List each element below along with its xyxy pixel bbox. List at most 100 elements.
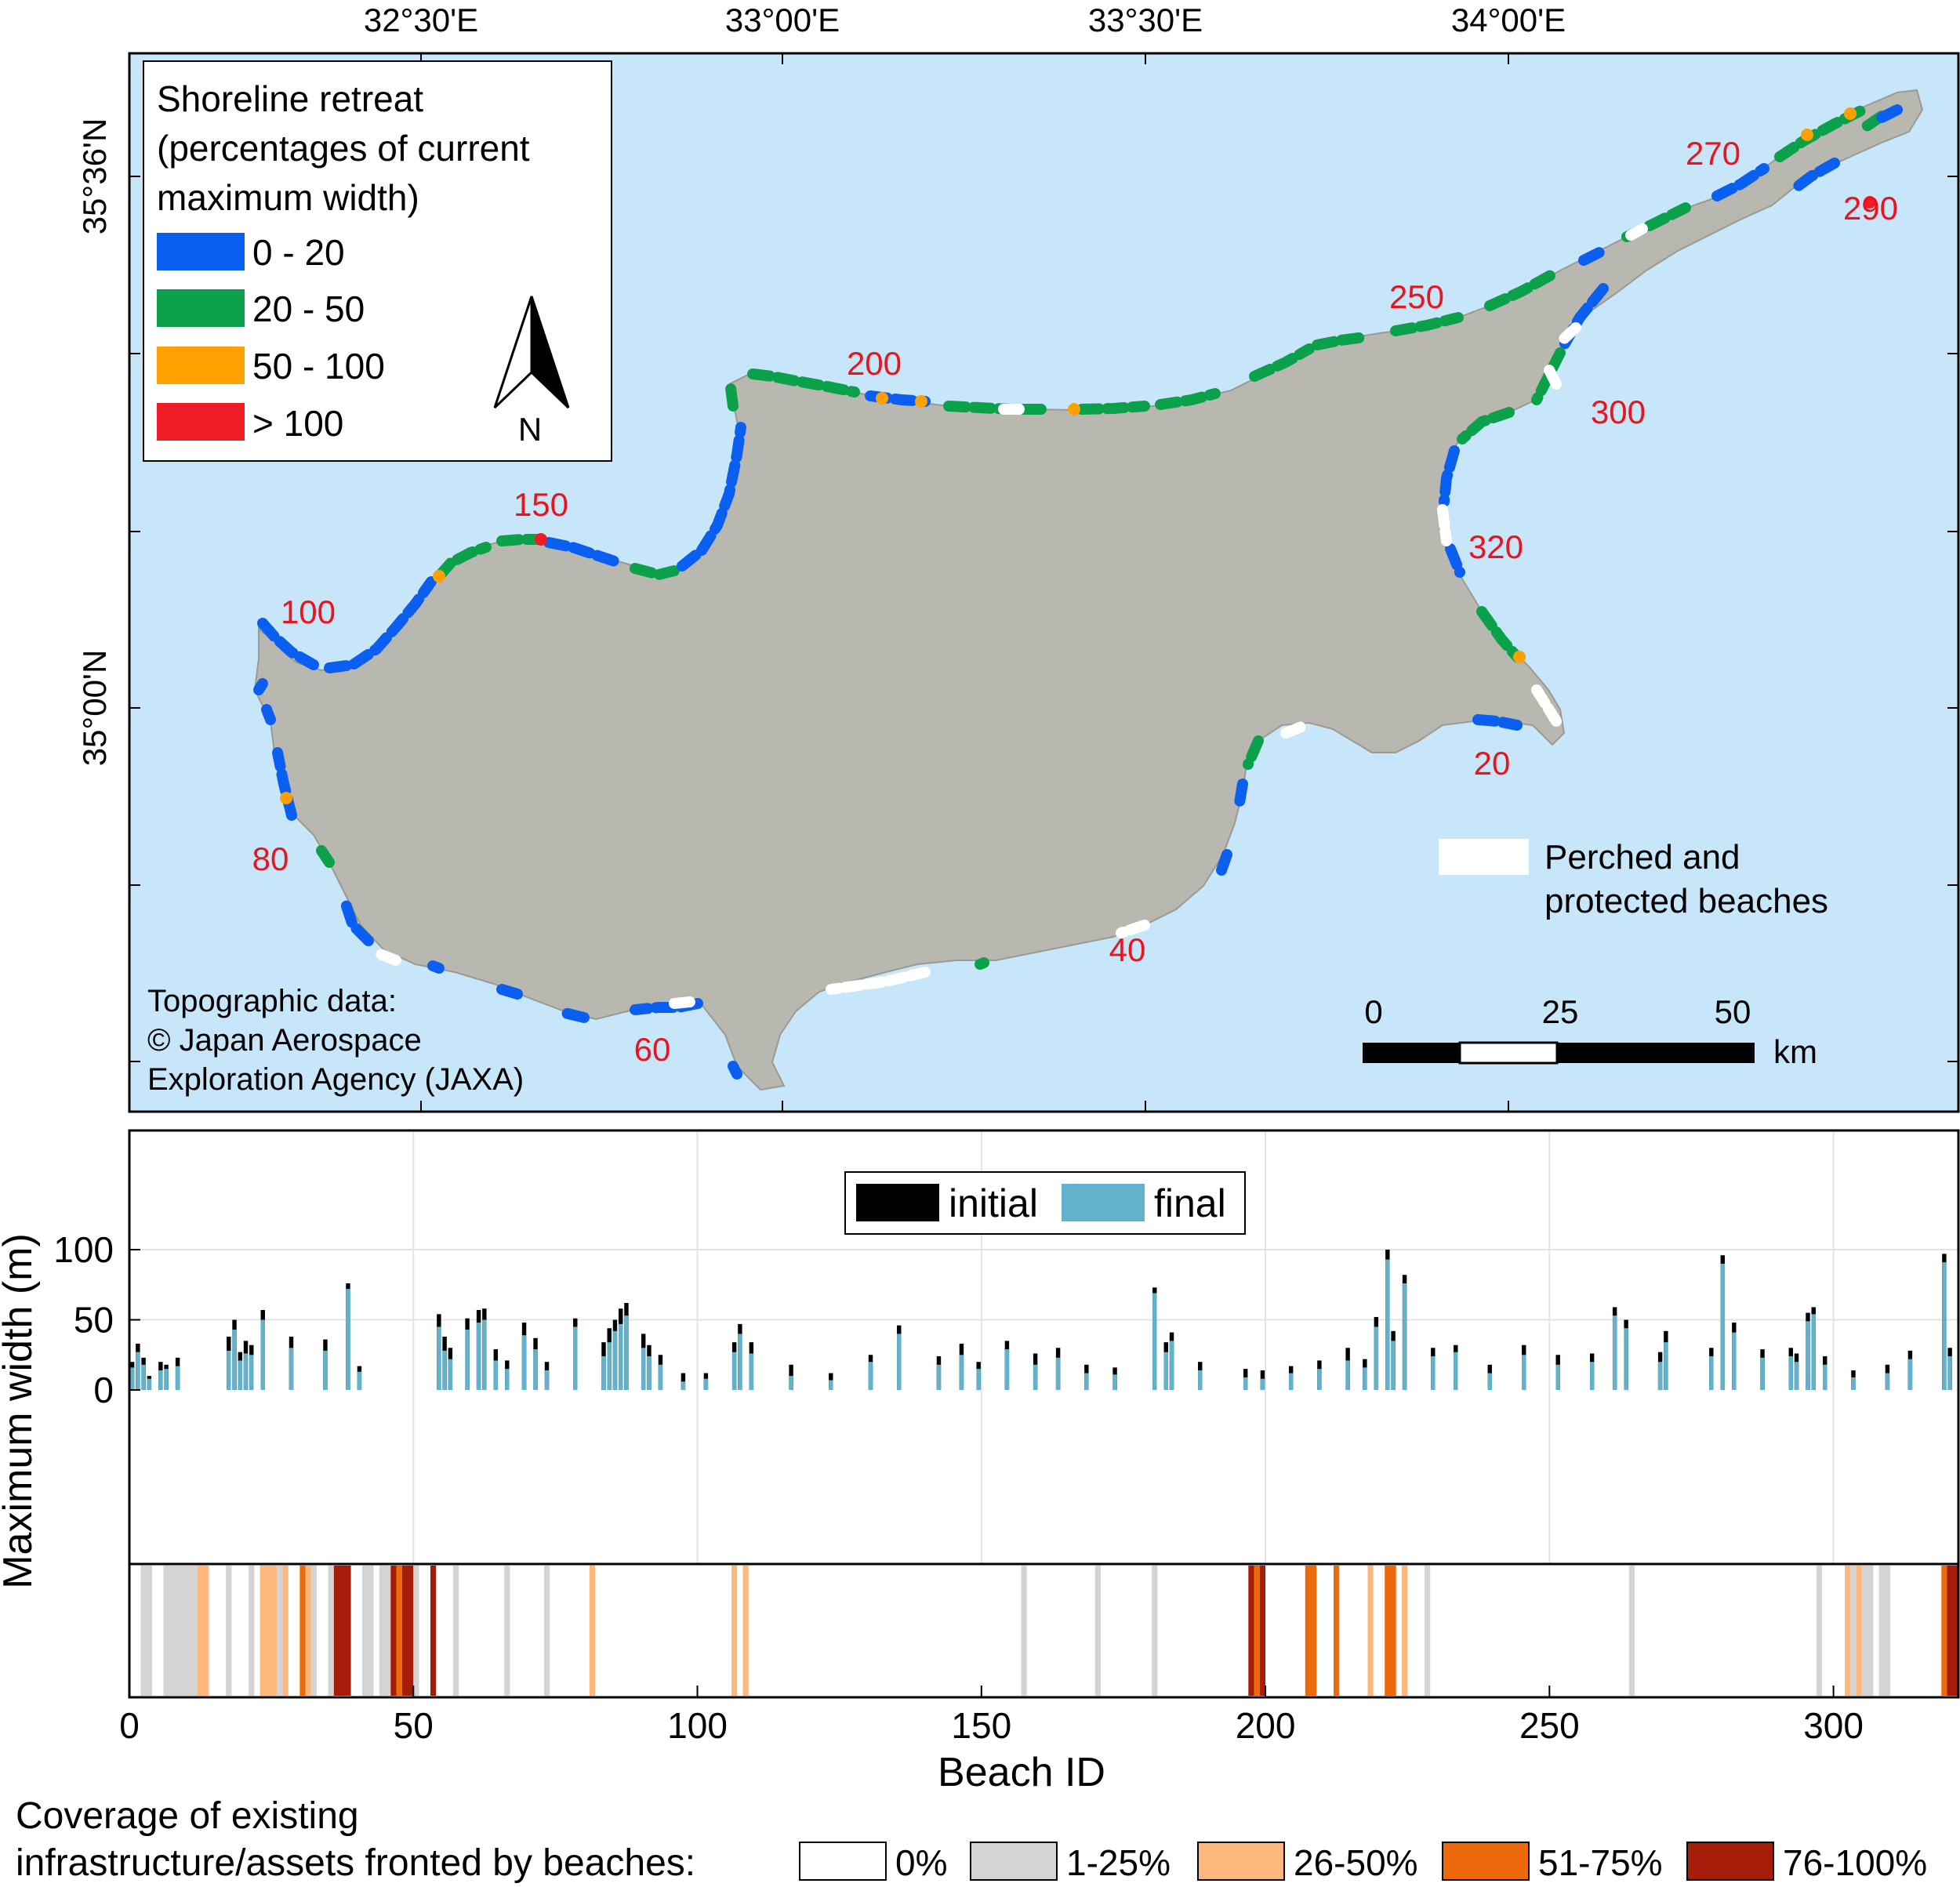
bar-final: [505, 1369, 510, 1390]
bar-final: [482, 1319, 487, 1390]
x-tick-label: 100: [667, 1705, 728, 1746]
beach-label: 200: [847, 345, 902, 382]
legend-label: 50 - 100: [252, 346, 385, 386]
bar-final: [1402, 1283, 1407, 1390]
bar-final: [1589, 1362, 1595, 1390]
grid: [129, 1130, 1958, 1564]
coverage-cell: [1248, 1566, 1254, 1696]
legend-swatch-green: [157, 289, 245, 327]
perched-swatch: [1439, 839, 1529, 875]
beach-dot: [1513, 651, 1526, 663]
bar-final: [147, 1378, 152, 1390]
bar-final: [1260, 1378, 1265, 1390]
beach-label: 100: [281, 593, 336, 630]
coverage-cell: [1861, 1566, 1874, 1696]
bar-final: [1811, 1314, 1816, 1390]
bar-final: [641, 1348, 646, 1390]
y-tick-label: 0: [93, 1370, 114, 1410]
bar-final: [544, 1370, 550, 1390]
y-tick-label: 50: [74, 1300, 114, 1341]
coverage-swatch-3: [1442, 1842, 1530, 1881]
coverage-legend-title: Coverage of existing: [16, 1795, 359, 1837]
bar-final: [681, 1381, 686, 1390]
bar-final: [1345, 1360, 1350, 1390]
bar-final: [1084, 1373, 1089, 1390]
bars: [129, 1250, 1952, 1390]
bar-final: [136, 1352, 140, 1390]
beach-segment: [1484, 269, 1558, 311]
beach-segment: [1472, 714, 1523, 731]
bar-final: [1624, 1328, 1628, 1390]
beach-segment: [1216, 849, 1232, 876]
legend-title: maximum width): [157, 177, 419, 218]
bar-final: [936, 1364, 942, 1390]
bar-final: [1664, 1342, 1668, 1390]
chart-frame: [128, 1129, 1960, 1699]
legend-title: (percentages of current: [157, 128, 530, 169]
bar-final: [129, 1367, 135, 1390]
bar-final: [1806, 1321, 1810, 1390]
bar-final: [1885, 1373, 1890, 1390]
bar-final: [1152, 1293, 1157, 1390]
lat-tick-label: 35°36'N: [76, 118, 113, 235]
map-frame: [128, 52, 1960, 1113]
coverage-cell: [1941, 1566, 1947, 1696]
bar-final: [1055, 1357, 1061, 1390]
bar-final: [465, 1330, 470, 1390]
chart-legend: initial final: [844, 1171, 1246, 1235]
beach-segment: [1578, 247, 1605, 266]
beach-segment: [725, 383, 739, 412]
bar-final: [243, 1353, 249, 1390]
beach-label: 270: [1686, 135, 1740, 172]
beach-segment: [975, 957, 989, 970]
bar-final: [1004, 1349, 1010, 1390]
beach-segment: [1312, 332, 1370, 350]
bar-final: [141, 1364, 146, 1390]
coverage-cell: [140, 1566, 152, 1696]
coverage-cell: [1094, 1566, 1101, 1696]
bar-final: [1454, 1352, 1458, 1390]
perched-beach-segment: [371, 947, 401, 966]
bar-final: [1657, 1362, 1663, 1390]
bar-final: [175, 1366, 180, 1390]
beach-label: 320: [1468, 528, 1523, 565]
beach-dot: [876, 392, 888, 405]
coverage-strip: [140, 1566, 1958, 1696]
scale-tick-label: 0: [1364, 993, 1382, 1030]
beach-segment: [1790, 158, 1840, 194]
coverage-cell: [1845, 1566, 1851, 1696]
coverage-label: 76-100%: [1783, 1842, 1927, 1883]
beach-segment: [316, 845, 335, 868]
legend-swatch-orange: [157, 347, 245, 384]
legend-label-initial: initial: [949, 1181, 1038, 1225]
coverage-cell: [1367, 1566, 1374, 1696]
beach-dot: [1864, 196, 1876, 209]
beach-id-labels: 20 40 60 80 100 150 200 250 270 290 300 …: [252, 135, 1898, 1068]
beach-segment: [1476, 606, 1523, 662]
lon-tick-label: 33°00'E: [725, 2, 840, 38]
bar-final: [959, 1355, 964, 1390]
coverage-cell: [310, 1566, 318, 1696]
bar-final: [1385, 1259, 1390, 1390]
bar-final: [731, 1352, 737, 1390]
beach-segment: [1233, 778, 1248, 813]
legend-title: Shoreline retreat: [157, 78, 423, 119]
beach-segment: [1390, 312, 1464, 336]
bar-final: [1243, 1377, 1248, 1390]
beach-segment: [747, 368, 860, 397]
beach-segment: [728, 1061, 742, 1080]
legend-label: 20 - 50: [252, 288, 365, 329]
coverage-swatch-0: [799, 1842, 887, 1881]
bar-final: [1374, 1326, 1379, 1390]
bar-final: [437, 1326, 441, 1390]
credit-line: © Japan Aerospace: [147, 1023, 422, 1058]
beach-dot: [1844, 107, 1857, 120]
coverage-cell: [197, 1566, 209, 1696]
coverage-cell: [401, 1566, 414, 1696]
coverage-swatch-1: [970, 1842, 1058, 1881]
bar-final: [238, 1360, 243, 1390]
coverage-cell: [1947, 1566, 1958, 1696]
beach-segment: [253, 678, 268, 695]
lat-tick-label: 35°00'N: [76, 650, 113, 767]
